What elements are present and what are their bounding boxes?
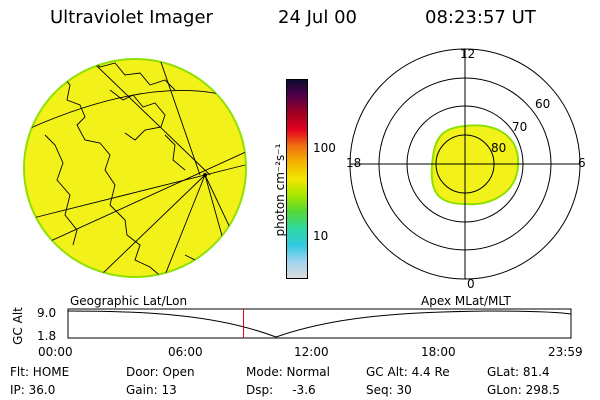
seq-info: Seq: 30 [366,383,412,397]
gain-info: Gain: 13 [126,383,177,397]
geographic-label: Geographic Lat/Lon [70,294,188,308]
altitude-ytick-min: 1.8 [37,329,57,343]
altitude-xtick: 23:59 [548,345,583,359]
mlt-label-18: 18 [346,156,362,170]
altitude-ytick-max: 9.0 [37,306,57,320]
grid-line [154,174,206,277]
altitude-xtick: 18:00 [421,345,456,359]
filter-info: Flt: HOME [10,365,70,379]
colorbar-tick-10: 10 [313,229,329,243]
colorbar-tick-100: 100 [313,141,336,155]
gc-alt-info: GC Alt: 4.4 Re [366,365,450,379]
door-info: Door: Open [126,365,195,379]
geographic-image [23,58,247,278]
mlt-label-6: 6 [578,156,586,170]
grid-line [74,59,211,176]
ip-info: IP: 36.0 [10,383,56,397]
apex-label: Apex MLat/MLT [421,294,511,308]
mlat-label-80: 80 [491,141,507,155]
altitude-ylabel: GC Alt [11,307,25,345]
altitude-xtick: 12:00 [294,345,329,359]
aurora-fill [23,58,247,278]
mlat-label-60: 60 [535,97,551,111]
coastline [84,59,176,91]
grid-line [24,164,246,221]
mode-info: Mode: Normal [246,365,330,379]
altitude-xtick: 00:00 [38,345,73,359]
grid-line [154,59,201,176]
colorbar [286,79,308,279]
pole-marker [203,173,207,177]
mlt-label-0: 0 [467,277,475,291]
coastline [44,134,78,246]
coastline [109,89,166,141]
glat-info: GLat: 81.4 [487,365,550,379]
colorbar-unit-label: photon cm⁻²s⁻¹ [273,143,287,237]
date-label: 24 Jul 00 [278,7,357,28]
mlat-label-70: 70 [512,120,528,134]
coastline [34,64,166,277]
altitude-xtick: 06:00 [168,345,203,359]
app-title: Ultraviolet Imager [50,7,213,28]
coastline [164,134,186,171]
altitude-curve [67,310,572,338]
grid-line [24,149,246,256]
apex-polar-plot [349,48,581,280]
grid-line [74,174,206,277]
altitude-plot [67,308,572,339]
glon-info: GLon: 298.5 [487,383,560,397]
time-label: 08:23:57 UT [425,7,536,28]
mlt-label-12: 12 [460,47,476,61]
dsp-info: Dsp: -3.6 [246,383,316,397]
